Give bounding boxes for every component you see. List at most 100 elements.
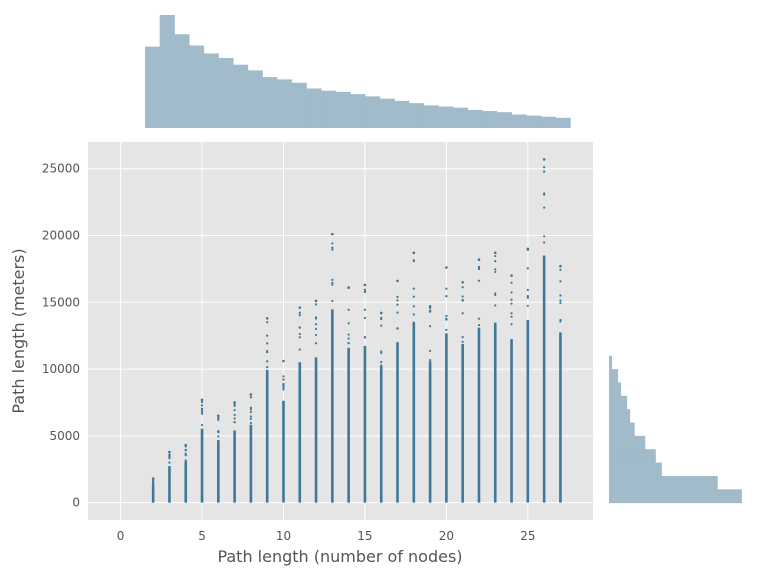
- scatter-point-max: [510, 274, 513, 277]
- histogram-bar-x: [189, 45, 205, 129]
- x-tick-label: 25: [520, 529, 535, 543]
- scatter-point: [363, 290, 367, 293]
- scatter-point: [200, 423, 204, 427]
- histogram-bar-x: [482, 111, 498, 128]
- scatter-point: [543, 206, 546, 209]
- histogram-bar-x: [511, 114, 527, 128]
- y-axis-label: Path length (meters): [9, 248, 28, 413]
- histogram-bar-x: [379, 98, 395, 128]
- scatter-point: [282, 388, 285, 391]
- scatter-point: [233, 404, 236, 407]
- histogram-bar-y: [609, 422, 635, 437]
- scatter-point: [526, 288, 529, 291]
- x-tick-label: 5: [198, 529, 206, 543]
- scatter-point: [282, 386, 285, 389]
- scatter-point: [314, 303, 318, 306]
- scatter-point: [298, 336, 301, 339]
- scatter-point: [428, 325, 432, 328]
- scatter-column: [151, 477, 155, 503]
- scatter-point: [282, 378, 285, 381]
- scatter-column: [559, 264, 562, 503]
- scatter-point: [331, 246, 334, 249]
- scatter-point-max: [445, 266, 448, 269]
- histogram-bar-x: [496, 112, 513, 128]
- scatter-point: [266, 360, 269, 363]
- scatter-point: [233, 421, 236, 424]
- histogram-bar-x: [408, 103, 425, 128]
- histogram-bar-x: [364, 96, 381, 128]
- scatter-point: [363, 316, 367, 320]
- scatter-point: [168, 461, 171, 464]
- scatter-point: [314, 342, 318, 345]
- scatter-point: [494, 293, 497, 297]
- scatter-point: [526, 295, 529, 298]
- scatter-point-max: [249, 393, 253, 396]
- scatter-point: [396, 327, 399, 330]
- scatter-point: [233, 408, 236, 412]
- scatter-point: [445, 314, 448, 317]
- scatter-column: [526, 247, 530, 503]
- scatter-point: [347, 322, 350, 325]
- scatter-point: [510, 315, 513, 318]
- scatter-point: [217, 416, 220, 420]
- scatter-point: [347, 342, 350, 345]
- x-tick-label: 0: [117, 529, 125, 543]
- scatter-point: [445, 318, 448, 321]
- scatter-point: [200, 408, 204, 412]
- histogram-bar-x: [438, 106, 454, 128]
- histogram-bar-x: [394, 100, 410, 128]
- scatter-point: [331, 283, 334, 286]
- y-tick-label: 20000: [42, 228, 80, 242]
- x-tick-label: 20: [439, 529, 454, 543]
- scatter-column: [168, 450, 171, 503]
- scatter-point: [412, 305, 415, 308]
- scatter-point: [266, 321, 269, 324]
- scatter-point: [412, 295, 415, 298]
- scatter-point: [494, 304, 497, 307]
- scatter-point: [331, 299, 334, 303]
- scatter-column: [314, 299, 318, 503]
- histogram-bar-y: [609, 382, 622, 397]
- scatter-point: [461, 336, 464, 339]
- scatter-point-max: [477, 258, 481, 261]
- scatter-point: [331, 278, 334, 282]
- x-tick-label: 10: [276, 529, 291, 543]
- histogram-bar-y: [609, 475, 718, 490]
- scatter-point: [445, 295, 448, 298]
- histogram-bar-x: [291, 82, 307, 128]
- scatter-point: [477, 267, 481, 271]
- scatter-point: [559, 301, 562, 304]
- histogram-bar-x: [276, 79, 293, 128]
- scatter-point: [217, 430, 220, 434]
- scatter-point: [249, 421, 253, 425]
- scatter-column: [298, 306, 302, 503]
- y-tick-label: 0: [72, 496, 80, 510]
- scatter-point: [233, 403, 236, 406]
- scatter-point-max: [282, 359, 285, 363]
- scatter-point-max: [168, 450, 171, 454]
- scatter-point: [396, 341, 399, 344]
- histogram-bar-y: [609, 369, 619, 383]
- scatter-point-max: [526, 247, 530, 251]
- scatter-point: [461, 286, 464, 289]
- scatter-point: [526, 296, 529, 299]
- histogram-bar-y: [609, 355, 613, 370]
- scatter-point: [461, 340, 464, 344]
- histogram-bar-x: [526, 115, 542, 128]
- histogram-bar-x: [174, 34, 190, 128]
- scatter-column: [347, 286, 350, 503]
- scatter-point: [282, 375, 285, 378]
- scatter-point: [526, 304, 529, 307]
- histogram-bar-y: [609, 449, 656, 464]
- scatter-point: [282, 382, 285, 385]
- scatter-point: [266, 351, 269, 354]
- scatter-point-max: [396, 279, 399, 283]
- scatter-point: [298, 332, 301, 336]
- scatter-point: [249, 415, 253, 418]
- scatter-point-max: [542, 158, 546, 161]
- scatter-point: [510, 312, 513, 315]
- scatter-column: [379, 311, 383, 503]
- scatter-point: [266, 342, 269, 345]
- scatter-point: [412, 259, 415, 262]
- scatter-point: [396, 311, 399, 314]
